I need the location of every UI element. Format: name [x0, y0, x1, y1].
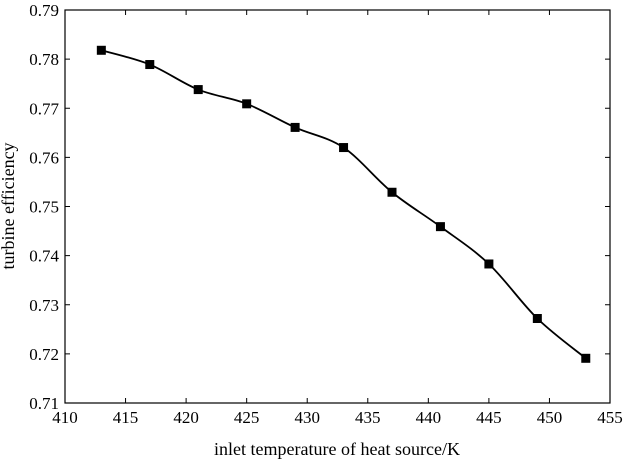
x-tick-label: 415 — [113, 408, 139, 427]
series-line — [101, 49, 587, 359]
x-tick-label: 450 — [537, 408, 563, 427]
axis-ticks — [64, 9, 611, 404]
data-point — [339, 143, 349, 153]
x-tick-label: 410 — [52, 408, 78, 427]
x-tick-label: 455 — [597, 408, 623, 427]
data-point — [435, 222, 445, 232]
y-tick-label: 0.78 — [29, 50, 59, 69]
x-tick-label: 440 — [416, 408, 442, 427]
x-tick-label: 425 — [234, 408, 260, 427]
y-tick-label: 0.75 — [29, 198, 59, 217]
data-point — [145, 60, 155, 70]
y-axis-label: turbine efficiency — [0, 142, 18, 269]
y-tick-label: 0.74 — [29, 247, 59, 266]
y-tick-label: 0.79 — [29, 1, 59, 20]
y-tick-label: 0.77 — [29, 99, 59, 118]
x-tick-label: 420 — [173, 408, 199, 427]
data-point — [581, 353, 591, 363]
y-tick-label: 0.76 — [29, 148, 59, 167]
data-point — [242, 99, 252, 109]
data-point — [96, 45, 106, 55]
x-tick-label: 430 — [294, 408, 320, 427]
x-axis-label: inlet temperature of heat source/K — [214, 439, 460, 459]
y-tick-label: 0.71 — [29, 394, 59, 413]
y-tick-label: 0.73 — [29, 296, 59, 315]
y-tick-label: 0.72 — [29, 345, 59, 364]
tick-labels: 410 415 420 425 430 435 440 445 450 455 0.71 0.72 0.… — [29, 1, 623, 427]
data-point — [193, 85, 203, 95]
data-point — [290, 122, 300, 132]
data-point — [387, 187, 397, 197]
data-point — [532, 314, 542, 324]
data-point — [484, 259, 494, 269]
x-tick-label: 445 — [476, 408, 502, 427]
x-tick-label: 435 — [355, 408, 381, 427]
series-markers — [96, 45, 591, 363]
